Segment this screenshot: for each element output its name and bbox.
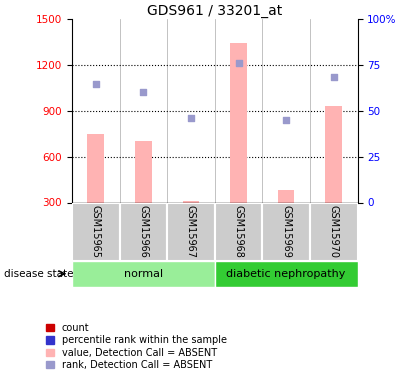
Bar [310, 202, 358, 261]
Text: GSM15966: GSM15966 [139, 205, 148, 258]
Bar [230, 43, 247, 203]
Bar [262, 202, 310, 261]
Text: diabetic nephropathy: diabetic nephropathy [226, 269, 346, 279]
Bar [215, 261, 358, 287]
Text: GSM15965: GSM15965 [91, 205, 101, 258]
Point [188, 114, 194, 120]
Text: normal: normal [124, 269, 163, 279]
Bar [278, 190, 295, 202]
Bar [326, 106, 342, 202]
Text: GSM15969: GSM15969 [281, 205, 291, 258]
Point [140, 89, 147, 95]
Bar [120, 202, 167, 261]
Text: GSM15968: GSM15968 [233, 205, 244, 258]
Bar [72, 202, 120, 261]
Text: disease state: disease state [4, 269, 74, 279]
Bar [135, 141, 152, 202]
Bar [182, 201, 199, 202]
Point [92, 81, 99, 87]
Bar [167, 202, 215, 261]
Bar [72, 261, 215, 287]
Text: GSM15970: GSM15970 [329, 205, 339, 258]
Text: GSM15967: GSM15967 [186, 205, 196, 258]
Point [235, 60, 242, 66]
Title: GDS961 / 33201_at: GDS961 / 33201_at [147, 4, 282, 18]
Bar [88, 134, 104, 202]
Bar [215, 202, 262, 261]
Legend: count, percentile rank within the sample, value, Detection Call = ABSENT, rank, : count, percentile rank within the sample… [46, 323, 226, 370]
Point [330, 74, 337, 80]
Point [283, 117, 289, 123]
